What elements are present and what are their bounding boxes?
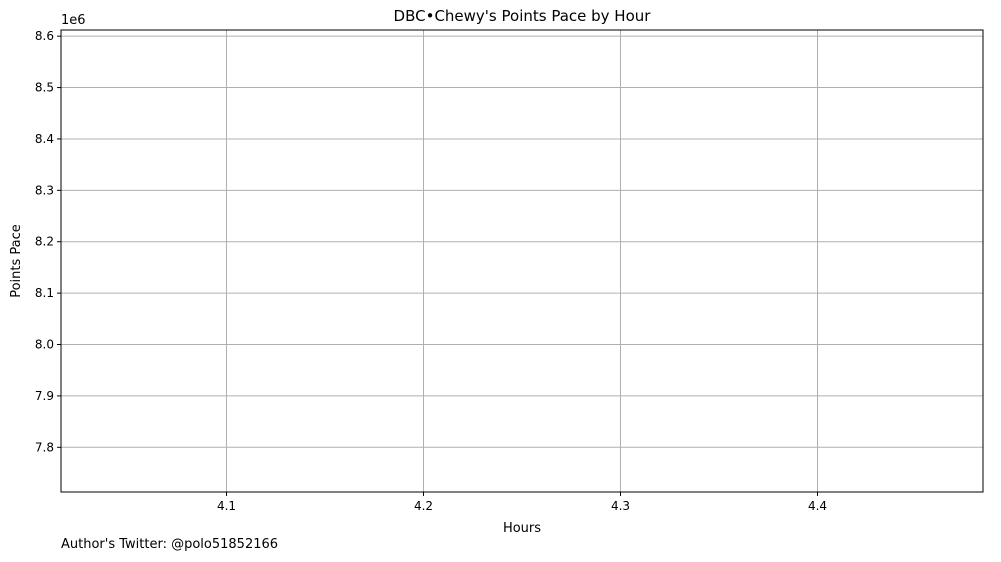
author-twitter-note: Author's Twitter: @polo51852166	[61, 537, 279, 552]
y-tick-label: 8.4	[35, 132, 54, 146]
x-tick-label: 4.2	[414, 499, 433, 513]
x-axis-ticks: 4.1 4.2 4.3 4.4	[217, 492, 827, 513]
y-axis-label: Points Pace	[9, 224, 24, 298]
grid-lines	[61, 30, 983, 492]
chart-title: DBC•Chewy's Points Pace by Hour	[394, 7, 652, 25]
y-tick-label: 8.6	[35, 29, 54, 43]
x-tick-label: 4.4	[808, 499, 827, 513]
x-axis-label: Hours	[503, 521, 541, 536]
x-tick-label: 4.1	[217, 499, 236, 513]
y-axis-ticks: 7.8 7.9 8.0 8.1 8.2 8.3 8.4 8.5 8.6	[35, 29, 61, 454]
y-tick-label: 7.9	[35, 389, 54, 403]
y-tick-label: 8.1	[35, 286, 54, 300]
y-axis-offset-label: 1e6	[61, 13, 86, 28]
y-tick-label: 8.2	[35, 235, 54, 249]
plot-area-frame	[60, 29, 984, 493]
y-tick-label: 8.0	[35, 338, 54, 352]
x-tick-label: 4.3	[611, 499, 630, 513]
y-tick-label: 7.8	[35, 440, 54, 454]
y-tick-label: 8.5	[35, 81, 54, 95]
y-tick-label: 8.3	[35, 183, 54, 197]
